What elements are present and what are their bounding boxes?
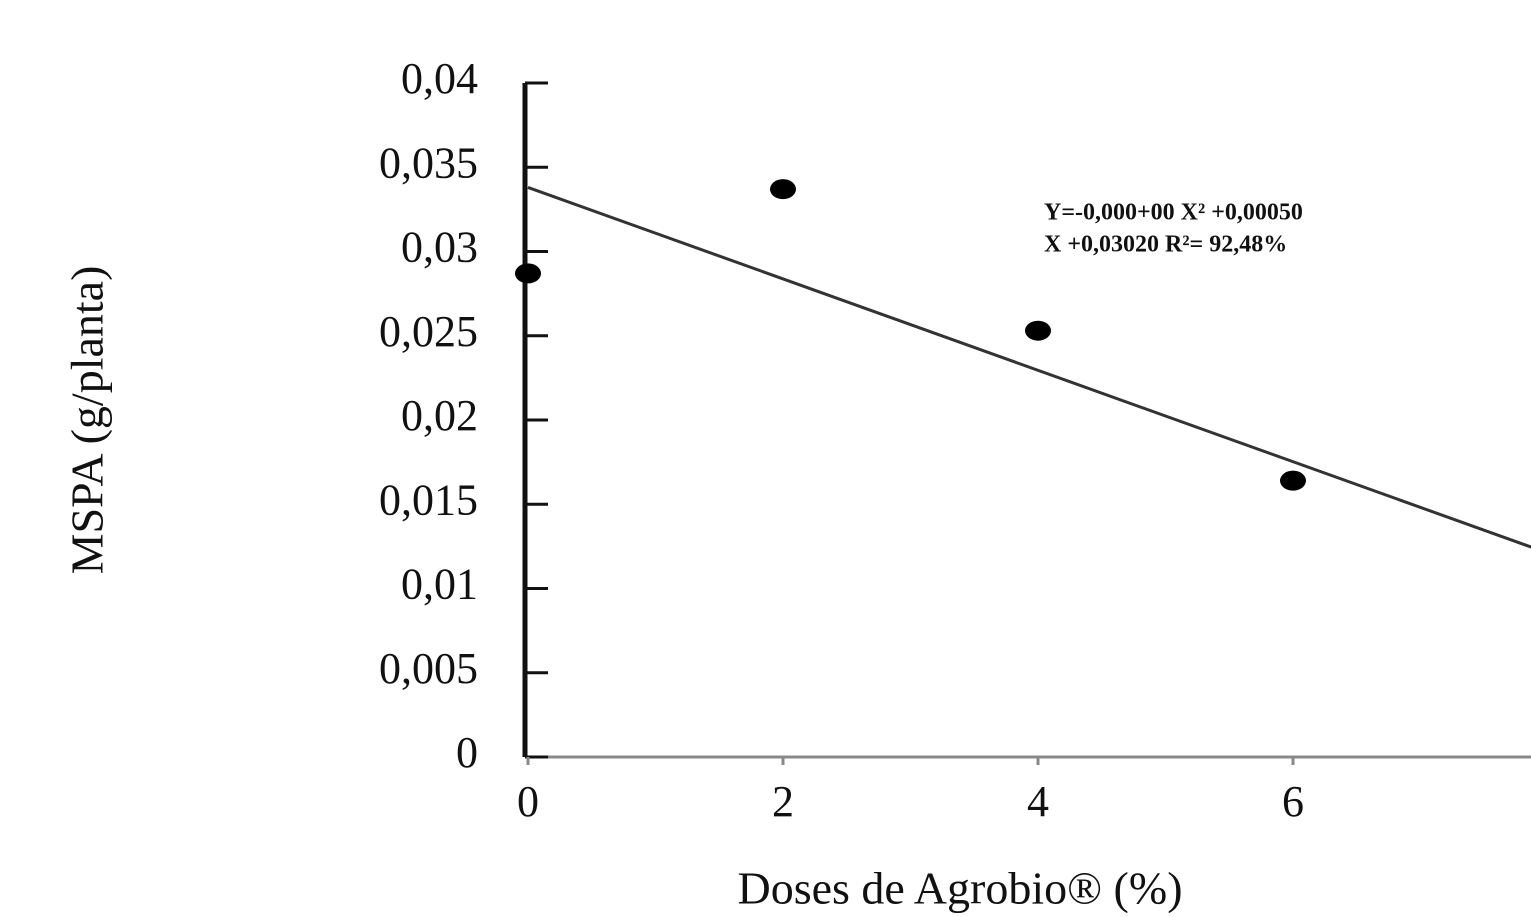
y-axis-title: MSPA (g/planta) (62, 266, 113, 575)
equation-line-1: Y=-0,000+00 X² +0,00050 (1044, 200, 1303, 226)
x-tick-label: 0 (517, 777, 539, 826)
x-tick-label: 2 (772, 777, 794, 826)
y-tick-label: 0,03 (401, 223, 478, 272)
x-axis-title: Doses de Agrobio® (%) (737, 863, 1182, 914)
trend-line (527, 186, 1531, 549)
x-tick-label: 6 (1282, 777, 1304, 826)
y-tick-label: 0 (456, 728, 478, 777)
y-tick-label: 0,035 (379, 138, 478, 187)
y-tick-label: 0,025 (379, 307, 478, 356)
data-point (515, 263, 541, 284)
y-tick-label: 0,005 (379, 644, 478, 693)
y-tick-label: 0,015 (379, 475, 478, 524)
y-tick-label: 0,01 (401, 560, 478, 609)
data-point (1280, 470, 1306, 491)
data-point (770, 179, 796, 200)
y-tick-label: 0,02 (401, 391, 478, 440)
equation-line-2: X +0,03020 R²= 92,48% (1044, 232, 1287, 258)
data-point (1025, 320, 1051, 341)
y-tick-label: 0,04 (401, 54, 478, 103)
x-tick-label: 4 (1027, 777, 1049, 826)
